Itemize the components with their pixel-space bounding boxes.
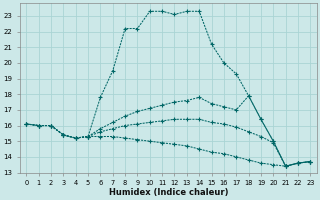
- X-axis label: Humidex (Indice chaleur): Humidex (Indice chaleur): [108, 188, 228, 197]
